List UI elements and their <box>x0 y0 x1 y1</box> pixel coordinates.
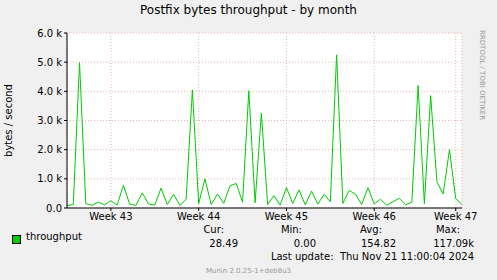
svg-text:0.0: 0.0 <box>46 203 62 214</box>
svg-text:1.0 k: 1.0 k <box>37 173 62 184</box>
svg-text:3.0 k: 3.0 k <box>37 115 62 126</box>
html-text:Max:: Max: <box>436 224 460 235</box>
html-text:Last update: Thu Nov 21 11:00:: Last update: Thu Nov 21 11:00:04 2024 <box>270 251 474 262</box>
html-text:117.09k: 117.09k <box>433 238 474 249</box>
svg-text:Week 44: Week 44 <box>177 211 220 222</box>
html-text:28.49: 28.49 <box>209 238 238 249</box>
html-text:Postfix bytes throughput - by: Postfix bytes throughput - by month <box>140 3 357 17</box>
html-text:throughput: throughput <box>26 231 82 242</box>
html-text:RRDTOOL / TOBI OETIKER: RRDTOOL / TOBI OETIKER <box>478 30 486 121</box>
svg-text:bytes / second: bytes / second <box>8 84 14 157</box>
svg-text:2.0 k: 2.0 k <box>37 144 62 155</box>
html-text:Munin 2.0.25-1+deb8u3: Munin 2.0.25-1+deb8u3 <box>205 267 292 275</box>
html-text:Cur:: Cur: <box>203 224 224 235</box>
svg-text:Week 45: Week 45 <box>265 211 308 222</box>
svg-text:Week 43: Week 43 <box>89 211 132 222</box>
html-text:Min:: Min: <box>280 224 302 235</box>
svg-text:6.0 k: 6.0 k <box>37 28 62 39</box>
svg-text:5.0 k: 5.0 k <box>37 57 62 68</box>
html-text:0.00: 0.00 <box>293 238 316 249</box>
html-text:Avg:: Avg: <box>360 224 382 235</box>
svg-text:Week 46: Week 46 <box>353 211 396 222</box>
html-text:154.82: 154.82 <box>361 238 396 249</box>
svg-text:Week 47: Week 47 <box>434 211 477 222</box>
svg-text:4.0 k: 4.0 k <box>37 86 62 97</box>
